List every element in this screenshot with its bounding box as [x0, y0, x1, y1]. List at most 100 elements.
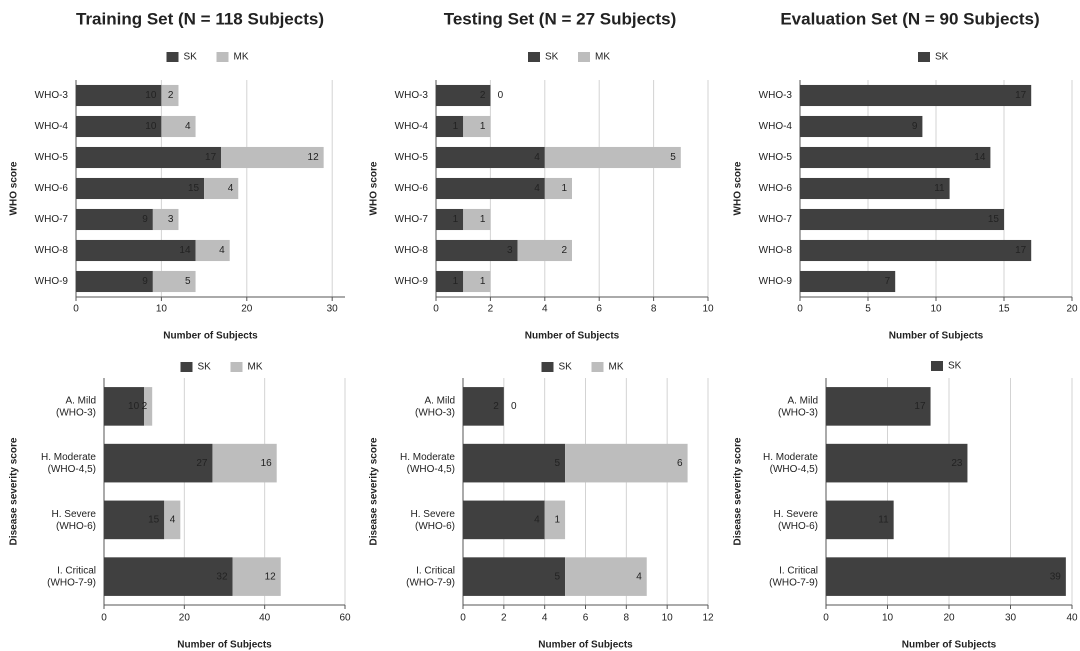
value-label: 23 — [951, 458, 963, 469]
bar-segment — [544, 500, 566, 540]
x-tick-label: 10 — [702, 304, 714, 315]
bar-segment — [463, 500, 545, 540]
y-tick-label: WHO-7 — [35, 214, 69, 225]
y-tick-label: WHO-6 — [395, 183, 429, 194]
value-label: 12 — [265, 571, 277, 582]
y-tick-label: WHO-3 — [395, 90, 429, 101]
bar-segment — [565, 557, 647, 596]
value-label: 9 — [912, 121, 918, 132]
bar-segment — [104, 443, 213, 483]
bar-segment — [826, 500, 894, 540]
chart-title: Training Set (N = 118 Subjects) — [76, 9, 324, 28]
y-tick-label: WHO-6 — [35, 183, 69, 194]
bar-segment — [800, 146, 991, 169]
y-tick-label: H. Severe (WHO-6) — [52, 509, 97, 532]
legend-label: MK — [248, 362, 263, 373]
x-tick-label: 30 — [1005, 613, 1017, 624]
bar-segment — [826, 387, 931, 426]
legend-swatch — [578, 52, 590, 62]
x-tick-label: 8 — [624, 613, 630, 624]
y-tick-label: H. Severe (WHO-6) — [411, 509, 456, 532]
panel: Evaluation Set (N = 90 Subjects) SK 0 5 10 15… — [733, 9, 1078, 341]
value-label: 0 — [511, 401, 517, 412]
x-tick-label: 2 — [488, 304, 494, 315]
y-tick-label: WHO-4 — [395, 121, 429, 132]
bar-segment — [104, 557, 233, 596]
x-tick-label: 40 — [1066, 613, 1078, 624]
x-tick-label: 2 — [501, 613, 507, 624]
chart-title: Testing Set (N = 27 Subjects) — [444, 9, 677, 28]
value-label: 4 — [534, 183, 540, 194]
y-tick-label: H. Moderate (WHO-4,5) — [41, 452, 96, 475]
value-label: 9 — [142, 276, 148, 287]
x-axis-label: Number of Subjects — [177, 640, 272, 651]
x-tick-label: 0 — [101, 613, 107, 624]
legend-label: SK — [948, 361, 962, 372]
x-tick-label: 6 — [583, 613, 589, 624]
y-tick-label: WHO-7 — [759, 214, 793, 225]
legend-swatch — [180, 362, 193, 372]
y-tick-label: WHO-5 — [395, 152, 429, 163]
value-label: 3 — [507, 245, 513, 256]
legend-label: MK — [609, 362, 624, 373]
value-label: 27 — [196, 458, 208, 469]
y-tick-label: WHO-7 — [395, 214, 429, 225]
x-tick-label: 8 — [651, 304, 657, 315]
bar-segment — [826, 443, 968, 483]
bar-segment — [544, 177, 572, 200]
legend-swatch — [166, 52, 179, 62]
bar-segment — [436, 239, 518, 262]
bar-segment — [436, 270, 464, 293]
legend-label: SK — [559, 362, 573, 373]
bar-segment — [826, 557, 1066, 596]
x-tick-label: 0 — [797, 304, 803, 315]
bar-segment — [195, 239, 230, 262]
bar-segment — [104, 500, 165, 540]
x-tick-label: 0 — [433, 304, 439, 315]
bar-segment — [76, 146, 222, 169]
y-tick-label: WHO-5 — [35, 152, 69, 163]
value-label: 4 — [534, 152, 540, 163]
legend-label: MK — [234, 52, 249, 63]
x-tick-label: 10 — [662, 613, 674, 624]
legend-swatch — [918, 52, 930, 62]
value-label: 5 — [555, 458, 561, 469]
bar-segment — [517, 239, 572, 262]
y-tick-label: WHO-5 — [759, 152, 793, 163]
x-axis-label: Number of Subjects — [538, 640, 633, 651]
value-label: 1 — [561, 183, 567, 194]
y-tick-label: A. Mild (WHO-3) — [56, 395, 96, 418]
value-label: 1 — [555, 515, 561, 526]
value-label: 10 — [145, 121, 157, 132]
x-tick-label: 5 — [865, 304, 871, 315]
x-tick-label: 20 — [179, 613, 191, 624]
bar-segment — [463, 557, 566, 596]
bar-segment — [436, 115, 464, 138]
x-tick-label: 12 — [702, 613, 714, 624]
x-axis-label: Number of Subjects — [902, 640, 997, 651]
bar-segment — [164, 500, 181, 540]
value-label: 4 — [534, 515, 540, 526]
panel: SK MK 0 20 40 60 Number of Subjects Disease sev… — [9, 362, 351, 651]
bar-segment — [161, 84, 179, 107]
value-label: 4 — [185, 121, 191, 132]
x-tick-label: 4 — [542, 613, 548, 624]
value-label: 2 — [480, 90, 486, 101]
y-tick-label: WHO-6 — [759, 183, 793, 194]
y-tick-label: WHO-9 — [395, 276, 429, 287]
y-axis-label: Disease severity score — [9, 437, 20, 545]
value-label: 11 — [934, 183, 945, 194]
value-label: 4 — [219, 245, 225, 256]
value-label: 1 — [453, 214, 459, 225]
y-tick-label: WHO-3 — [35, 90, 69, 101]
y-axis-label: WHO score — [9, 161, 20, 215]
bar-segment — [76, 115, 162, 138]
x-tick-label: 20 — [241, 304, 253, 315]
x-tick-label: 20 — [1066, 304, 1078, 315]
bar-segment — [76, 177, 205, 200]
y-tick-label: I. Critical (WHO-7-9) — [406, 565, 455, 588]
y-tick-label: WHO-8 — [395, 245, 429, 256]
bar-segment — [221, 146, 324, 169]
bar-segment — [104, 387, 145, 426]
